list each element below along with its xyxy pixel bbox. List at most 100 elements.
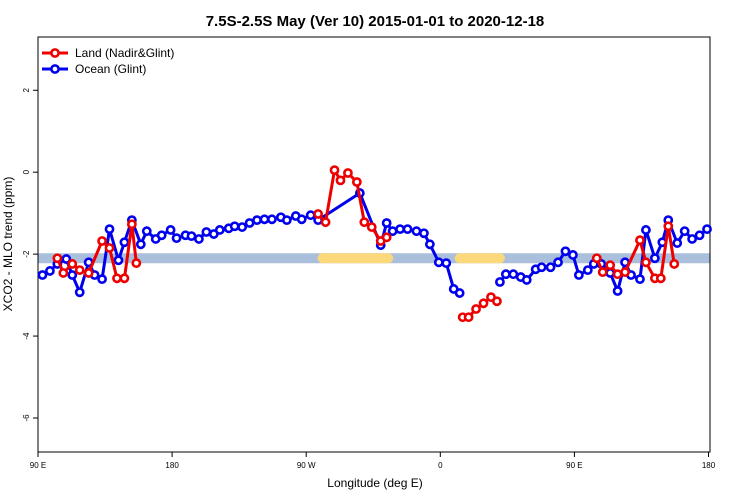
data-point [508, 269, 519, 280]
data-point [387, 226, 398, 237]
data-point [605, 260, 616, 271]
data-point [573, 270, 584, 280]
data-point [568, 250, 578, 260]
data-point [545, 262, 556, 273]
data-point [395, 224, 405, 235]
data-point [536, 262, 547, 273]
data-point [67, 270, 78, 280]
data-point [591, 253, 602, 264]
data-point [165, 225, 176, 235]
data-point [582, 265, 593, 276]
legend-label: Ocean (Glint) [75, 62, 146, 76]
x-tick-label: 180 [165, 461, 179, 470]
data-point [649, 253, 660, 264]
y-tick-label: 2 [22, 87, 31, 92]
data-point [104, 224, 115, 235]
x-tick-label: 90 E [566, 461, 582, 470]
legend-label: Land (Nadir&Glint) [75, 46, 174, 60]
data-point [500, 269, 511, 280]
data-point [113, 255, 124, 266]
data-point [131, 258, 142, 269]
data-point [641, 257, 651, 268]
data-point [214, 225, 225, 235]
data-point [74, 265, 85, 276]
data-point [97, 274, 107, 285]
data-point [194, 234, 204, 244]
data-point [402, 224, 413, 235]
data-point [702, 224, 712, 235]
data-point [296, 214, 307, 225]
data-point [641, 225, 651, 235]
data-point [478, 298, 489, 309]
data-point [597, 267, 608, 278]
data-point [672, 238, 683, 248]
data-point [366, 222, 377, 232]
data-point [52, 253, 63, 264]
series-line [55, 168, 676, 319]
data-point [229, 221, 240, 232]
data-point [58, 268, 69, 278]
data-point [135, 239, 146, 250]
data-point [313, 209, 324, 219]
data-point [620, 267, 630, 278]
data-point [267, 214, 277, 225]
data-point [553, 257, 563, 268]
x-tick-label: 90 W [297, 461, 316, 470]
data-point [61, 254, 72, 264]
data-point [45, 266, 55, 276]
x-tick-label: 90 E [30, 461, 46, 470]
data-point [381, 218, 392, 228]
data-point [351, 177, 362, 187]
data-point [471, 304, 481, 314]
plot-frame [37, 36, 711, 453]
legend-marker [50, 48, 60, 58]
data-point [663, 221, 674, 232]
y-tick-label: -4 [22, 332, 31, 340]
data-point [126, 219, 137, 230]
data-point [329, 165, 340, 176]
data-point [305, 210, 316, 221]
data-point [97, 236, 107, 246]
data-point [521, 275, 532, 285]
data-point [156, 230, 167, 241]
data-point [244, 218, 255, 228]
data-point [495, 277, 505, 287]
x-axis-label: Longitude (deg E) [327, 476, 422, 490]
data-point [612, 269, 623, 280]
data-point [655, 273, 666, 284]
y-axis-label: XCO2 - MLO trend (ppm) [1, 177, 15, 312]
data-point [335, 175, 346, 186]
data-point [694, 230, 705, 241]
data-point [104, 243, 115, 253]
data-point [424, 239, 435, 250]
data-point [635, 235, 645, 246]
data-point [463, 312, 474, 323]
data-point [83, 268, 94, 278]
data-point [687, 234, 698, 244]
data-point [343, 168, 353, 178]
data-point [635, 274, 645, 285]
data-point [119, 237, 130, 248]
data-point [74, 287, 85, 298]
data-point [679, 226, 690, 237]
data-point [201, 227, 212, 237]
data-point [612, 286, 623, 296]
data-point [320, 217, 331, 228]
data-point [281, 215, 292, 226]
data-point [492, 296, 502, 307]
data-point [171, 233, 182, 244]
data-point [119, 273, 130, 284]
data-point [560, 246, 571, 257]
legend-marker [50, 64, 60, 74]
data-point [381, 232, 392, 243]
data-point [441, 258, 452, 269]
data-point [359, 217, 370, 228]
x-tick-label: 180 [702, 461, 716, 470]
x-tick-label: 0 [438, 461, 443, 470]
data-point [454, 288, 465, 298]
data-point [141, 226, 152, 237]
data-point [259, 214, 270, 225]
data-point [237, 222, 248, 232]
data-point [669, 259, 680, 269]
